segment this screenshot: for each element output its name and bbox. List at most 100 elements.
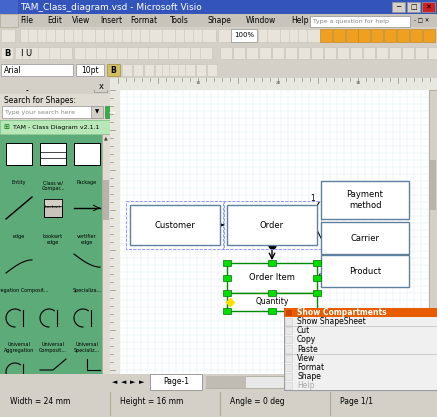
Text: Insert: Insert (100, 15, 122, 25)
Bar (73, 29, 87, 42)
Bar (91, 106, 103, 118)
Text: ✕: ✕ (426, 4, 431, 10)
Text: Aggregation Composit...: Aggregation Composit... (0, 288, 49, 293)
Text: - □ ✕: - □ ✕ (414, 18, 430, 23)
Bar (231, 29, 257, 42)
Bar (190, 47, 202, 59)
Bar (64, 29, 78, 42)
Text: View: View (72, 15, 90, 25)
Bar (0, 27, 437, 45)
Text: I: I (20, 48, 22, 58)
Text: Universal
Connector: Universal Connector (6, 396, 32, 407)
Text: Help: Help (297, 381, 315, 390)
Bar (285, 309, 292, 316)
Bar (371, 29, 383, 42)
Bar (122, 29, 136, 42)
Bar (0, 78, 110, 390)
Bar (307, 29, 321, 42)
Bar (218, 29, 232, 42)
Bar (43, 415, 63, 417)
Bar (313, 275, 321, 281)
Text: edge: edge (13, 234, 25, 239)
Bar (227, 293, 317, 311)
Bar (140, 29, 154, 42)
Bar (22, 47, 34, 59)
Bar (74, 47, 86, 59)
Bar (223, 308, 231, 314)
Bar (131, 29, 145, 42)
Bar (1, 64, 73, 76)
Bar (169, 64, 179, 76)
Bar (117, 47, 129, 59)
Bar (313, 308, 321, 314)
Bar (415, 47, 427, 59)
Bar (268, 290, 276, 296)
Bar (284, 308, 437, 317)
Text: TAM_Class_diagram.vsd - Microsoft Visio: TAM_Class_diagram.vsd - Microsoft Visio (20, 3, 202, 12)
Bar (104, 29, 118, 42)
Text: Product: Product (349, 266, 381, 276)
Bar (207, 64, 217, 76)
Bar (85, 47, 97, 59)
Bar (227, 205, 317, 245)
Text: TAM - Class Diagram v2.1.1: TAM - Class Diagram v2.1.1 (13, 125, 99, 130)
Bar (94, 80, 107, 92)
Bar (231, 29, 245, 42)
Text: hor. L5
edge: hor. L5 edge (45, 396, 61, 407)
Bar (148, 47, 160, 59)
Bar (37, 29, 51, 42)
Text: Show ShapeSheet: Show ShapeSheet (297, 317, 366, 326)
Bar (95, 29, 109, 42)
Text: View: View (297, 354, 316, 363)
Bar (333, 29, 345, 42)
Bar (77, 415, 97, 417)
Bar (0, 0, 437, 14)
Text: Universal
Specializ...: Universal Specializ... (74, 342, 100, 353)
Bar (49, 47, 61, 59)
Bar (429, 90, 437, 374)
Bar (138, 47, 150, 59)
Text: Quantity: Quantity (255, 297, 289, 306)
Bar (0, 14, 18, 27)
Text: x: x (98, 81, 104, 90)
Bar (200, 47, 212, 59)
Text: 10pt: 10pt (81, 65, 99, 75)
Text: Package: Package (77, 180, 97, 185)
Bar (60, 47, 72, 59)
Bar (0, 45, 437, 62)
Bar (246, 47, 258, 59)
Bar (233, 47, 245, 59)
Bar (430, 160, 436, 210)
Bar (55, 29, 69, 42)
Bar (285, 337, 292, 344)
Bar (40, 143, 66, 165)
Bar (358, 29, 370, 42)
Text: 100%: 100% (234, 32, 254, 38)
Text: ▼: ▼ (95, 110, 99, 115)
Text: Customer: Customer (155, 221, 195, 229)
Text: Height = 16 mm: Height = 16 mm (120, 397, 184, 405)
Text: Carrier: Carrier (350, 234, 379, 243)
Bar (38, 47, 50, 59)
Bar (206, 376, 416, 388)
Bar (285, 318, 292, 325)
Bar (280, 29, 294, 42)
Bar (44, 199, 62, 206)
Bar (120, 90, 429, 390)
Bar (223, 290, 231, 296)
Bar (0, 78, 110, 90)
Text: Payment
method: Payment method (347, 190, 383, 210)
Bar (285, 354, 292, 362)
Text: □: □ (410, 4, 417, 10)
Bar (144, 64, 154, 76)
Text: vert. L5
edge: vert. L5 edge (77, 396, 97, 407)
Bar (422, 2, 435, 12)
Text: U: U (25, 48, 31, 58)
Text: ◄: ◄ (121, 379, 126, 385)
Text: File: File (20, 15, 33, 25)
Bar (185, 64, 195, 76)
Bar (0, 78, 110, 94)
Text: Universal
Composit...: Universal Composit... (39, 342, 67, 353)
Bar (286, 310, 437, 392)
Text: 1: 1 (311, 193, 316, 203)
